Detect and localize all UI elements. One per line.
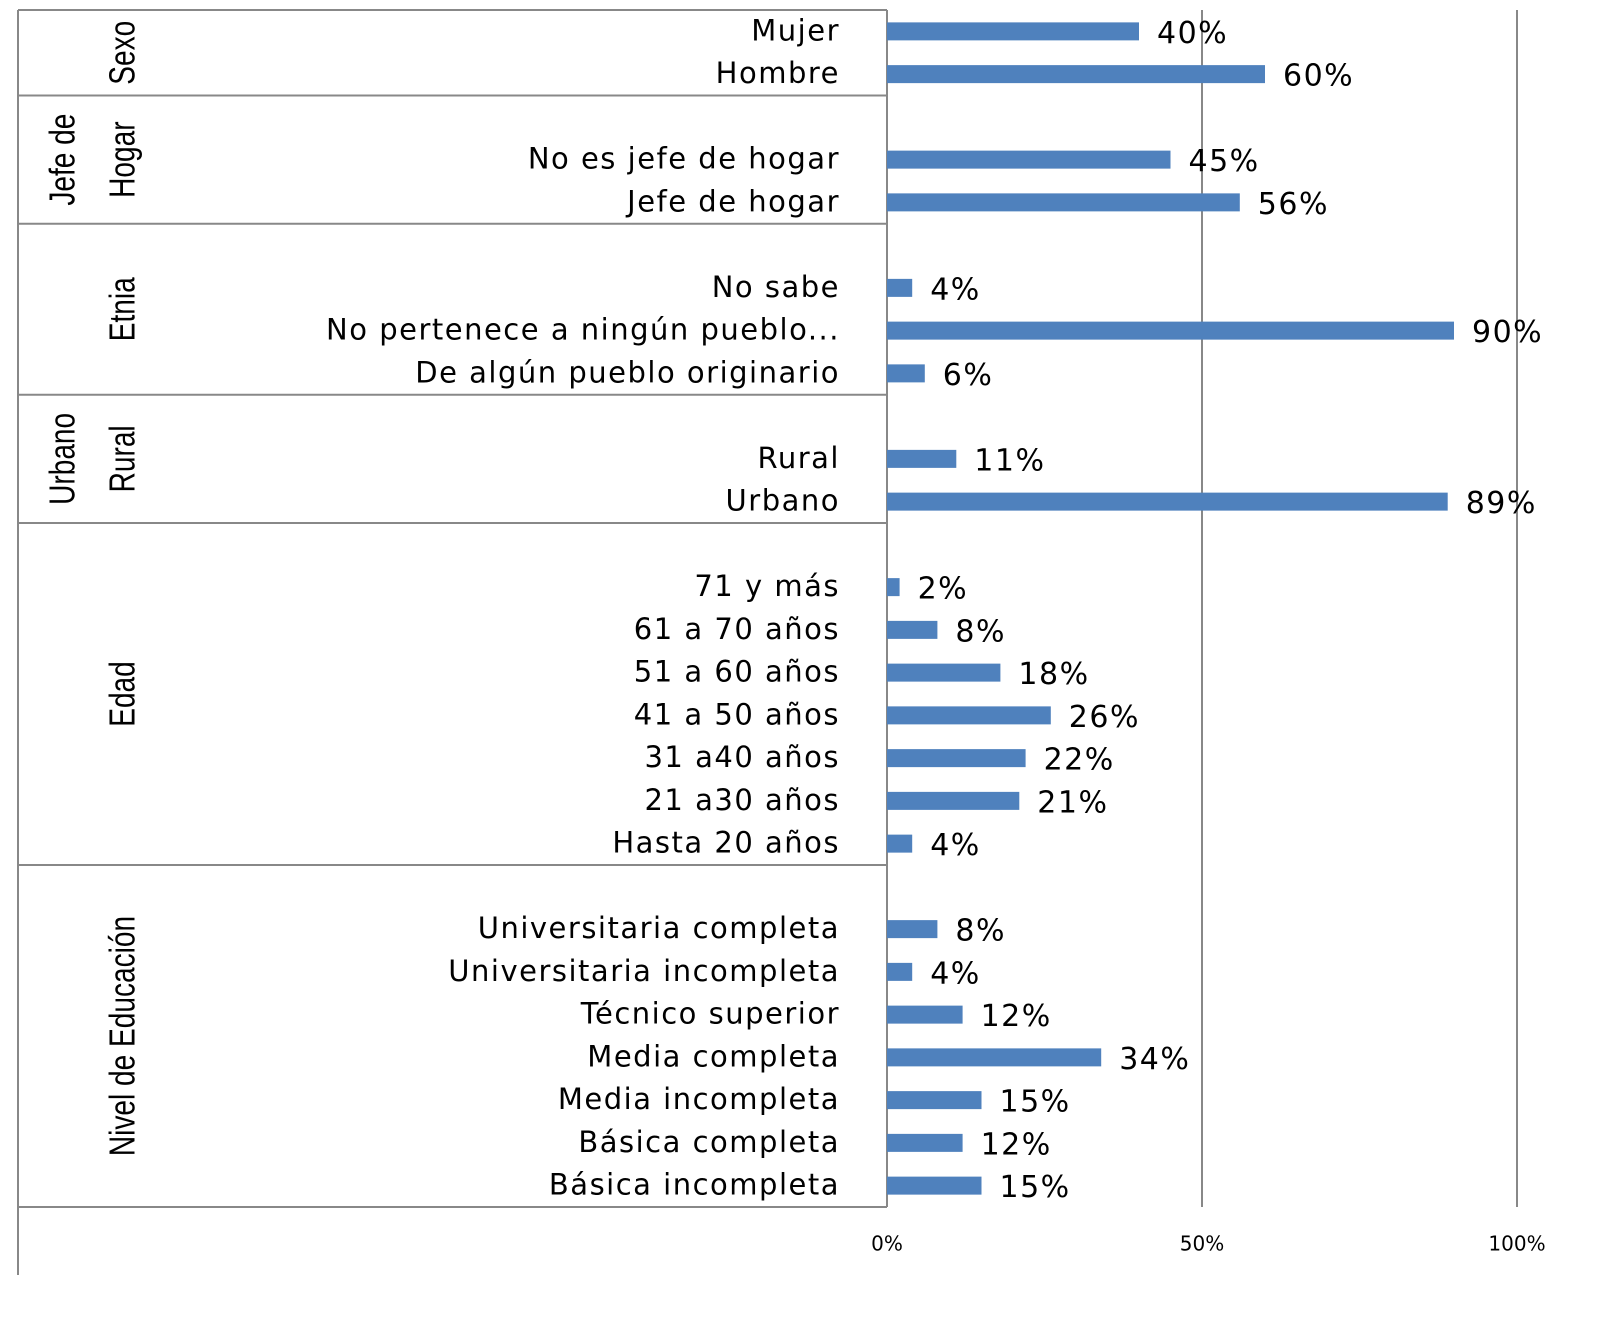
bar [887,278,913,297]
value-label: 15% [1000,1085,1071,1120]
value-label: 15% [1000,1170,1071,1205]
bar [887,492,1448,511]
category-label: 41 a 50 años [634,697,840,731]
bar [887,706,1051,725]
bar [887,193,1240,212]
value-label: 26% [1069,700,1140,735]
value-label: 45% [1189,144,1260,179]
category-label: Universitaria completa [478,911,840,945]
value-label: 18% [1018,657,1089,692]
value-label: 4% [930,956,981,991]
value-label: 22% [1044,743,1115,778]
bar [887,321,1454,340]
value-label: 89% [1466,486,1537,521]
value-label: 11% [974,443,1045,478]
bar [887,749,1026,768]
category-label: 21 a30 años [644,783,840,817]
bar [887,791,1020,810]
category-label: Técnico superior [580,997,840,1031]
value-label: 4% [930,828,981,863]
category-label: Universitaria incompleta [448,954,840,988]
category-label: 71 y más [694,569,840,603]
value-label: 12% [981,1127,1052,1162]
category-label: De algún pueblo originario [415,355,840,389]
category-label: No sabe [712,270,840,304]
bar [887,65,1265,84]
bar [887,663,1001,682]
x-tick-label: 100% [1488,1232,1545,1256]
bar [887,962,913,981]
category-label: Básica incompleta [549,1168,840,1202]
value-label: 2% [918,572,969,607]
bar [887,1133,963,1152]
bar [887,1176,982,1195]
category-label: Media incompleta [558,1082,840,1116]
group-label: Hogar [102,121,142,198]
bar [887,150,1171,169]
category-label: Mujer [751,13,840,47]
group-label: Urbano [42,413,82,505]
value-label: 56% [1258,187,1329,222]
bar [887,22,1139,41]
category-label: Hombre [716,56,840,90]
value-label: 6% [943,358,994,393]
category-label: Hasta 20 años [612,826,840,860]
value-label: 4% [930,272,981,307]
group-label: Edad [102,661,142,727]
bar [887,364,925,383]
bar [887,449,957,468]
category-label: Rural [758,441,840,475]
group-label: Sexo [102,21,142,85]
value-label: 12% [981,999,1052,1034]
bar [887,834,913,853]
category-label: Básica completa [578,1125,840,1159]
group-label: Rural [102,425,142,492]
value-label: 60% [1283,59,1354,94]
group-label: Nivel de Educación [102,916,142,1156]
value-label: 8% [955,914,1006,949]
category-label: No pertenece a ningún pueblo... [326,313,840,347]
category-label: No es jefe de hogar [528,142,840,176]
category-label: Urbano [726,484,840,518]
value-label: 90% [1472,315,1543,350]
value-label: 40% [1157,16,1228,51]
value-label: 21% [1037,785,1108,820]
category-label: Jefe de hogar [625,184,840,218]
bar [887,1005,963,1024]
value-label: 8% [955,614,1006,649]
bar [887,578,900,597]
category-label: 51 a 60 años [634,655,840,689]
x-tick-label: 0% [871,1232,903,1256]
x-tick-label: 50% [1180,1232,1224,1256]
group-label: Etnia [102,277,142,341]
bar [887,920,938,939]
category-label: 31 a40 años [644,740,840,774]
value-label: 34% [1119,1042,1190,1077]
bar [887,1048,1102,1067]
group-label: Jefe de [42,114,82,206]
category-label: Media completa [587,1039,840,1073]
bar [887,1091,982,1110]
bar [887,620,938,639]
category-label: 61 a 70 años [634,612,840,646]
